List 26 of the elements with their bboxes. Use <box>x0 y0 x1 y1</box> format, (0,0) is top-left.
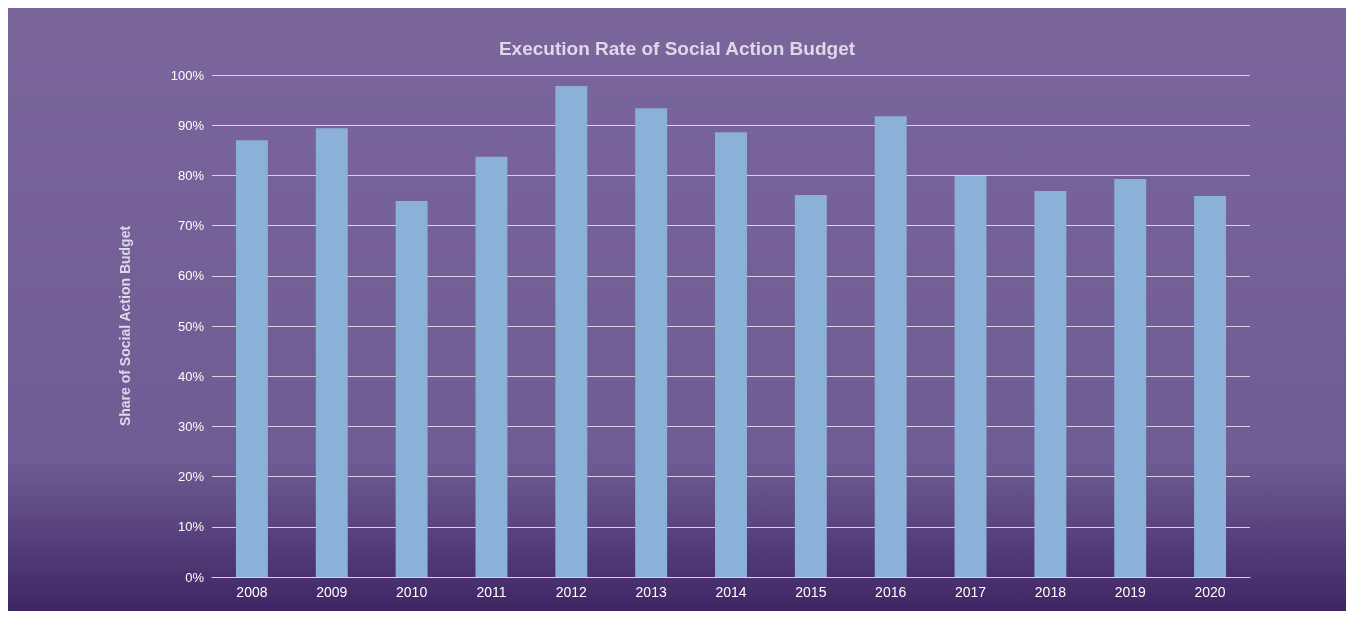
x-tick-label: 2011 <box>476 584 507 600</box>
y-tick-label: 100% <box>170 67 205 83</box>
x-tick-label: 2015 <box>795 584 827 600</box>
y-axis-title: Share of Social Action Budget <box>117 225 133 427</box>
y-tick-label: 90% <box>177 117 205 133</box>
y-tick-label: 20% <box>177 469 205 485</box>
x-tick-label: 2018 <box>1034 584 1067 600</box>
y-tick-label: 40% <box>177 368 205 384</box>
y-tick-label: 80% <box>177 167 205 183</box>
x-tick-label: 2009 <box>316 584 348 600</box>
y-tick-label: 70% <box>177 218 205 234</box>
y-tick-label: 10% <box>177 519 205 535</box>
y-tick-label: 30% <box>177 418 205 434</box>
x-tick-label: 2010 <box>396 584 428 600</box>
y-tick-label: 60% <box>177 268 205 284</box>
x-tick-label: 2016 <box>875 584 907 600</box>
x-tick-label: 2008 <box>236 584 268 600</box>
x-tick-label: 2014 <box>715 584 747 600</box>
x-tick-label: 2019 <box>1114 584 1147 600</box>
x-tick-label: 2012 <box>555 584 588 600</box>
y-tick-label: 50% <box>177 318 205 334</box>
x-tick-label: 2017 <box>954 584 987 600</box>
chart-title: Execution Rate of Social Action Budget <box>498 38 856 59</box>
x-tick-label: 2013 <box>635 584 667 600</box>
x-tick-label: 2020 <box>1194 584 1226 600</box>
y-tick-label: 0% <box>185 569 205 585</box>
